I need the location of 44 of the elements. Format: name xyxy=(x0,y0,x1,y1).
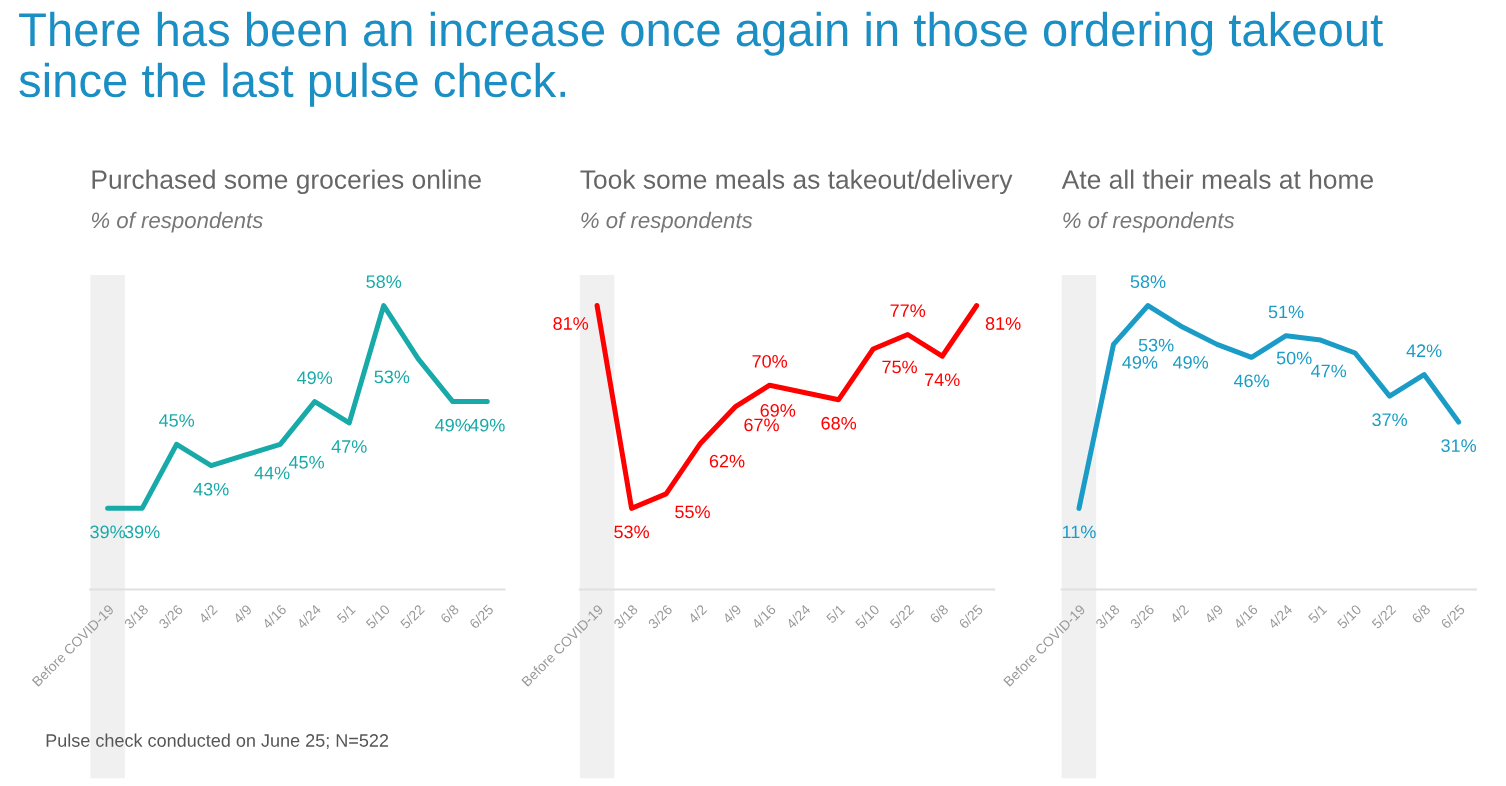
data-label: 50% xyxy=(1276,351,1312,365)
data-label: 53% xyxy=(374,370,410,384)
data-label: 53% xyxy=(1138,338,1174,352)
data-label: 31% xyxy=(1441,439,1477,452)
data-label: 74% xyxy=(925,373,960,387)
data-label: 39% xyxy=(90,525,126,539)
data-label: 45% xyxy=(158,414,195,427)
data-label: 55% xyxy=(675,505,710,519)
data-label: 39% xyxy=(124,525,160,539)
data-label: 68% xyxy=(821,416,857,430)
data-label: 44% xyxy=(254,466,290,480)
chart-title: Purchased some groceries online xyxy=(92,169,481,195)
data-label: 81% xyxy=(553,317,589,330)
data-label: 43% xyxy=(193,482,229,496)
data-label: 51% xyxy=(1268,305,1304,319)
data-label: 58% xyxy=(366,275,402,289)
data-label: 49% xyxy=(435,418,471,432)
data-label: 47% xyxy=(1311,364,1347,378)
chart-subtitle: % of respondents xyxy=(91,211,263,233)
text: Pulse check conducted on June 25; N=522 xyxy=(46,733,389,750)
chart-subtitle: % of respondents xyxy=(1063,211,1235,233)
chart-subtitle: % of respondents xyxy=(581,211,753,233)
data-label: 62% xyxy=(709,454,745,468)
data-label: 37% xyxy=(1372,413,1408,427)
data-label: 70% xyxy=(752,354,788,368)
data-label: 77% xyxy=(890,304,926,317)
data-label: 47% xyxy=(331,440,367,453)
data-label: 75% xyxy=(882,360,917,374)
data-label: 69% xyxy=(760,404,796,417)
data-label: 81% xyxy=(985,317,1021,330)
data-label: 53% xyxy=(614,525,650,539)
chart-title: Took some meals as takeout/delivery xyxy=(580,169,1013,195)
data-label: 46% xyxy=(1233,374,1269,388)
chart-title: Ate all their meals at home xyxy=(1061,169,1373,189)
data-label: 58% xyxy=(1130,275,1166,289)
data-label: 49% xyxy=(1172,355,1209,369)
data-label: 42% xyxy=(1406,344,1442,358)
data-label: 11% xyxy=(1062,525,1096,539)
data-label: 45% xyxy=(288,455,325,469)
data-label: 49% xyxy=(1122,355,1158,369)
data-label: 67% xyxy=(744,418,779,432)
data-label: 49% xyxy=(297,371,333,385)
text: There has been an increase once again in those ordering takeout since the last pulse check. xyxy=(19,11,1383,107)
data-label: 49% xyxy=(469,418,505,432)
